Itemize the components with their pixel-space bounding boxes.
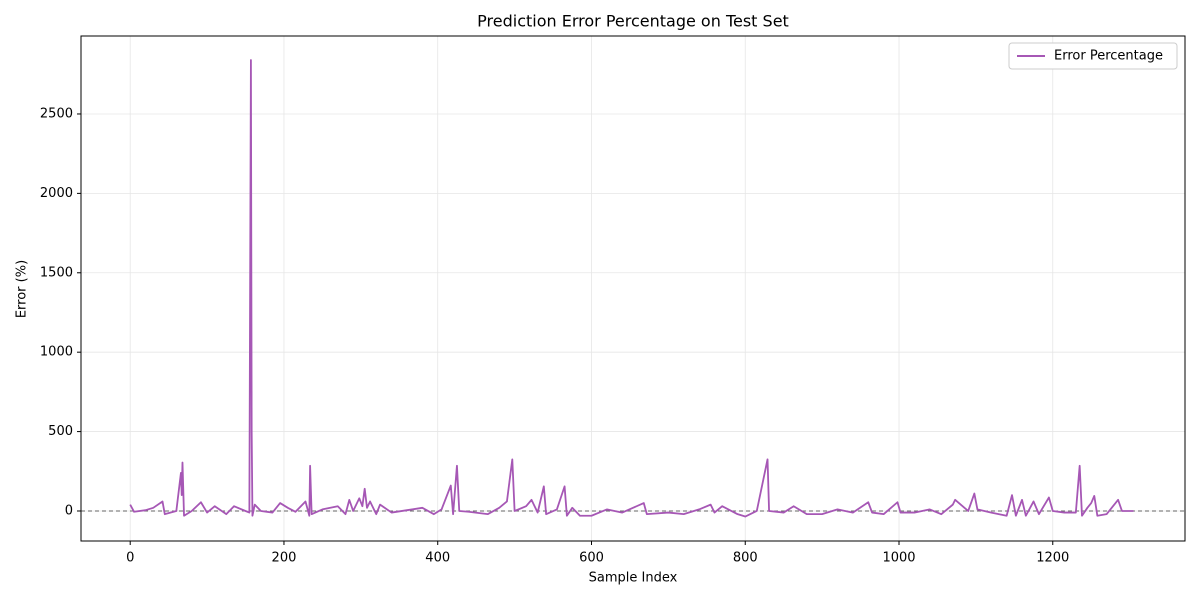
data-line [129, 59, 1134, 518]
y-tick-label: 2500 [40, 106, 73, 121]
y-tick-label: 1000 [40, 345, 73, 360]
y-tick-label: 1500 [40, 265, 73, 280]
x-tick-label: 200 [272, 551, 297, 566]
x-axis-label: Sample Index [589, 571, 678, 586]
legend: Error Percentage [1008, 42, 1178, 70]
x-tick-label: 1200 [1036, 551, 1069, 566]
legend-box [1008, 42, 1178, 70]
x-tick-label: 1000 [882, 551, 915, 566]
y-tick-label: 2000 [40, 186, 73, 201]
chart-title: Prediction Error Percentage on Test Set [477, 12, 789, 31]
y-tick-label: 0 [65, 503, 73, 518]
y-tick-label: 500 [48, 424, 73, 439]
x-tick-label: 400 [425, 551, 450, 566]
x-tick-label: 600 [579, 551, 604, 566]
legend-label: Error Percentage [1054, 49, 1163, 64]
x-tick-label: 800 [733, 551, 758, 566]
x-tick-label: 0 [126, 551, 134, 566]
y-axis-label: Error (%) [15, 260, 30, 318]
plot-frame [80, 35, 1186, 542]
